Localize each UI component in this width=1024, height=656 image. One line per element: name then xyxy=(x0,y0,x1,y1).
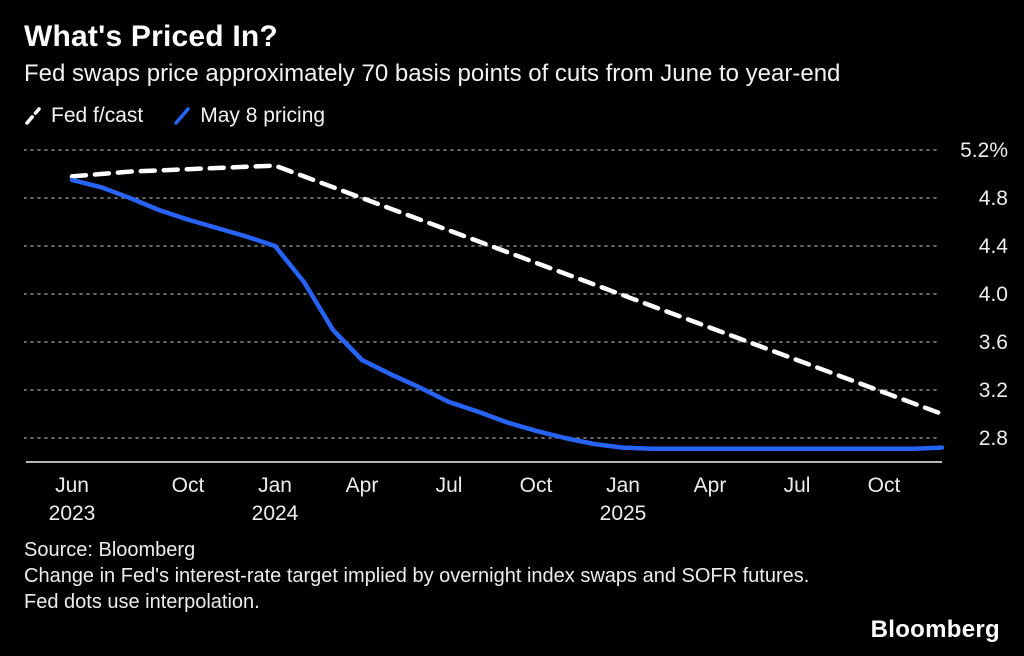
x-tick-year-label: 2025 xyxy=(600,502,647,525)
chart-card: What's Priced In? Fed swaps price approx… xyxy=(23,20,1008,615)
chart-footer: Source: Bloomberg Change in Fed's intere… xyxy=(24,539,1000,615)
legend-label: May 8 pricing xyxy=(200,104,326,127)
x-tick-label: Oct xyxy=(868,474,901,497)
bloomberg-logo: Bloomberg xyxy=(870,616,1000,643)
source-text: Source: Bloomberg xyxy=(24,539,196,561)
legend-label: Fed f/cast xyxy=(51,104,144,127)
x-tick-label: Oct xyxy=(520,474,553,497)
dashed-line-swatch-icon xyxy=(24,106,42,126)
line-chart: 5.2% 4.8 4.4 4.0 3.6 3.2 2.8 Jun 2023 Oct Jan 2024 A… xyxy=(23,139,1009,525)
x-tick-label: Oct xyxy=(172,474,205,497)
x-tick-year-label: 2023 xyxy=(49,502,96,525)
legend-item-may8-pricing: May 8 pricing xyxy=(173,104,325,128)
x-tick-label: Jul xyxy=(436,474,463,497)
x-tick-label: Apr xyxy=(346,474,379,497)
y-tick-label: 5.2% xyxy=(960,139,1008,162)
chart-area: 5.2% 4.8 4.4 4.0 3.6 3.2 2.8 Jun 2023 Oct Jan 2024 A… xyxy=(23,130,1008,533)
series-line-fed-f-cast xyxy=(69,163,945,417)
x-tick-label: Apr xyxy=(694,474,727,497)
x-tick-label: Jan xyxy=(258,474,292,497)
y-tick-label: 4.8 xyxy=(979,187,1008,210)
x-tick-label: Jul xyxy=(784,474,811,497)
legend-item-fed-fcast: Fed f/cast xyxy=(24,104,143,128)
y-tick-label: 2.8 xyxy=(979,427,1008,450)
x-tick-label: Jun xyxy=(55,474,89,497)
solid-line-swatch-icon xyxy=(173,106,191,126)
y-tick-label: 3.6 xyxy=(979,331,1008,354)
y-tick-label: 3.2 xyxy=(979,379,1008,402)
y-tick-label: 4.4 xyxy=(979,235,1009,258)
chart-title: What's Priced In? xyxy=(24,20,278,53)
footnote-text: Change in Fed's interest-rate target imp… xyxy=(24,565,810,613)
x-tick-label: Jan xyxy=(606,474,640,497)
x-tick-year-label: 2024 xyxy=(252,502,299,525)
y-tick-label: 4.0 xyxy=(979,283,1008,306)
legend: Fed f/cast May 8 pricing xyxy=(24,104,1000,128)
series-line-may-8-pricing xyxy=(69,177,945,452)
chart-subtitle: Fed swaps price approximately 70 basis p… xyxy=(24,60,841,87)
